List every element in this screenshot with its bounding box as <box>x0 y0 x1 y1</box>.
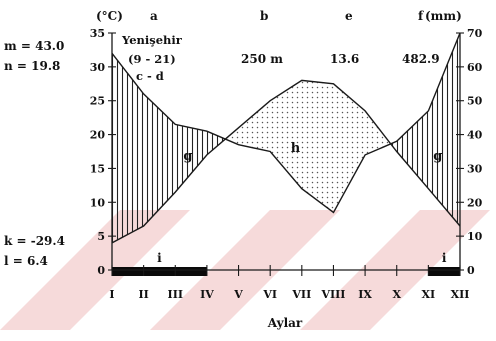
left-tick-label: 20 <box>90 129 106 142</box>
label-m: m = 43.0 <box>4 39 64 53</box>
precipitation-curve <box>111 32 461 214</box>
x-axis-title: Aylar <box>267 316 303 330</box>
frost-label: i <box>157 251 162 265</box>
dry-area <box>270 80 302 189</box>
col-label-a: a <box>150 9 158 23</box>
station-subtitle: c - d <box>136 69 164 83</box>
left-tick-label: 0 <box>97 264 105 277</box>
month-label: IX <box>358 288 372 301</box>
right-tick-label: 70 <box>467 27 483 40</box>
right-tick-label: 20 <box>467 196 483 209</box>
label-k: k = -29.4 <box>4 234 65 248</box>
col-label-e: e <box>345 9 353 23</box>
right-tick-label: 0 <box>467 264 475 277</box>
label-l: l = 6.4 <box>4 254 48 268</box>
month-label: V <box>233 288 243 301</box>
station-name: Yenişehir <box>121 33 183 47</box>
left-tick-label: 35 <box>90 27 105 40</box>
dry-area <box>365 110 391 155</box>
month-label: III <box>168 288 183 301</box>
frost-bar <box>428 267 460 276</box>
right-tick-label: 40 <box>467 129 483 142</box>
elevation-value: 250 m <box>241 52 283 66</box>
dry-area <box>238 100 271 152</box>
dry-area <box>333 83 366 213</box>
humid-area <box>143 93 176 227</box>
month-label: XI <box>422 288 436 301</box>
month-label: I <box>109 288 114 301</box>
month-label: VI <box>262 288 277 301</box>
area-label: g <box>183 149 192 164</box>
temperature-curve <box>111 79 461 244</box>
dry-area <box>301 80 334 213</box>
right-tick-label: 50 <box>467 95 483 108</box>
month-label: VIII <box>320 288 345 301</box>
frost-bar <box>112 267 207 276</box>
left-tick-label: 5 <box>97 230 105 243</box>
label-n: n = 19.8 <box>4 59 60 73</box>
col-label-f: f <box>418 9 424 23</box>
mean-temp-value: 13.6 <box>330 52 359 66</box>
humid-area <box>428 33 460 226</box>
left-tick-label: 25 <box>90 95 105 108</box>
left-tick-label: 30 <box>90 61 106 74</box>
right-tick-label: 10 <box>467 230 483 243</box>
unit-right-label: (mm) <box>425 9 462 23</box>
humid-area <box>175 124 207 193</box>
frost-label: i <box>442 251 447 265</box>
area-label: h <box>291 141 301 156</box>
left-tick-label: 15 <box>90 162 105 175</box>
col-label-b: b <box>260 9 268 23</box>
right-tick-label: 60 <box>467 61 483 74</box>
station-years: (9 - 21) <box>128 52 176 66</box>
month-label: X <box>392 288 401 301</box>
humid-area <box>396 110 429 189</box>
left-tick-label: 10 <box>90 196 106 209</box>
annual-precip-value: 482.9 <box>402 52 440 66</box>
right-tick-label: 30 <box>467 162 483 175</box>
month-label: II <box>138 288 148 301</box>
humid-area <box>206 131 226 155</box>
unit-left-label: (°C) <box>96 9 123 23</box>
month-label: IV <box>200 288 214 301</box>
month-label: XII <box>451 288 470 301</box>
area-label: g <box>433 149 442 164</box>
month-label: VII <box>291 288 311 301</box>
humid-area <box>112 53 144 243</box>
